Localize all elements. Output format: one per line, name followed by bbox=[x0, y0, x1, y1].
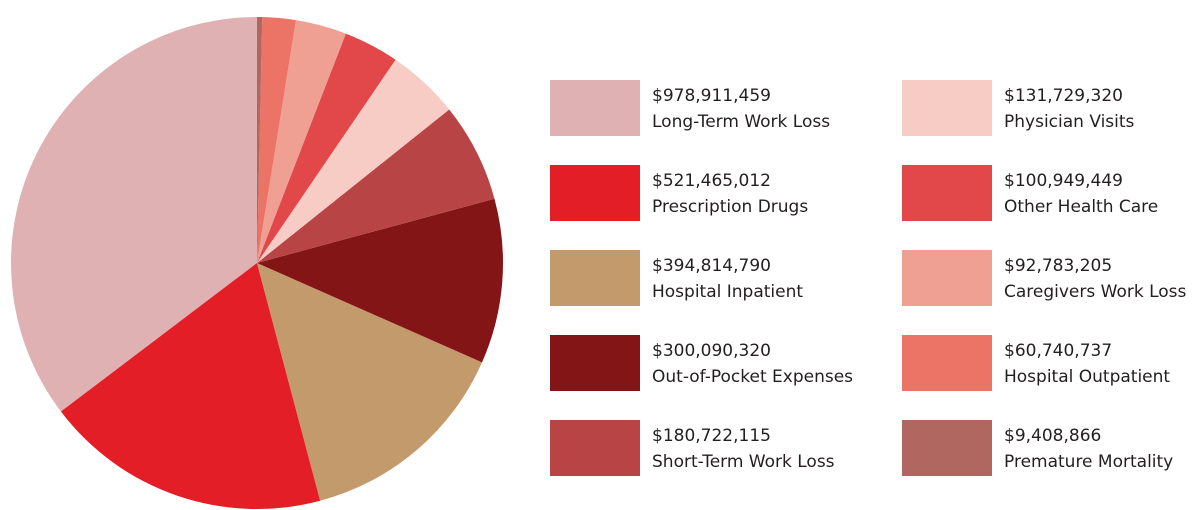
legend-label: Out-of-Pocket Expenses bbox=[652, 367, 853, 387]
legend-label: Other Health Care bbox=[1004, 197, 1158, 217]
pie-slice bbox=[257, 33, 396, 264]
pie-slice bbox=[10, 17, 258, 412]
pie-slice bbox=[257, 17, 296, 264]
pie-slice bbox=[257, 59, 450, 263]
legend-value: $131,729,320 bbox=[1004, 86, 1123, 106]
legend-swatch bbox=[550, 80, 640, 136]
legend-swatch bbox=[902, 335, 992, 391]
legend-swatch bbox=[550, 420, 640, 476]
legend-label: Hospital Inpatient bbox=[652, 282, 803, 302]
legend-swatch bbox=[902, 165, 992, 221]
legend-label: Premature Mortality bbox=[1004, 452, 1173, 472]
legend-swatch bbox=[550, 165, 640, 221]
pie-slice bbox=[257, 17, 263, 263]
pie-slice bbox=[257, 109, 495, 263]
legend-label: Physician Visits bbox=[1004, 112, 1135, 132]
legend-swatch bbox=[550, 335, 640, 391]
legend-swatch bbox=[902, 420, 992, 476]
legend-label: Prescription Drugs bbox=[652, 197, 808, 217]
legend-value: $100,949,449 bbox=[1004, 171, 1123, 191]
legend-value: $978,911,459 bbox=[652, 86, 771, 106]
legend-value: $60,740,737 bbox=[1004, 341, 1112, 361]
legend-label: Caregivers Work Loss bbox=[1004, 282, 1187, 302]
legend-value: $92,783,205 bbox=[1004, 256, 1112, 276]
legend-value: $394,814,790 bbox=[652, 256, 771, 276]
legend-swatch bbox=[902, 250, 992, 306]
legend-value: $521,465,012 bbox=[652, 171, 771, 191]
pie-slice bbox=[257, 20, 346, 263]
legend-swatch bbox=[550, 250, 640, 306]
legend-swatch bbox=[902, 80, 992, 136]
legend-label: Long-Term Work Loss bbox=[652, 112, 830, 132]
legend-label: Hospital Outpatient bbox=[1004, 367, 1170, 387]
pie-slice bbox=[257, 263, 483, 501]
pie-slice bbox=[257, 198, 503, 363]
legend-value: $9,408,866 bbox=[1004, 426, 1101, 446]
legend-value: $300,090,320 bbox=[652, 341, 771, 361]
legend-label: Short-Term Work Loss bbox=[652, 452, 835, 472]
legend-value: $180,722,115 bbox=[652, 426, 771, 446]
pie-slice bbox=[60, 263, 321, 509]
